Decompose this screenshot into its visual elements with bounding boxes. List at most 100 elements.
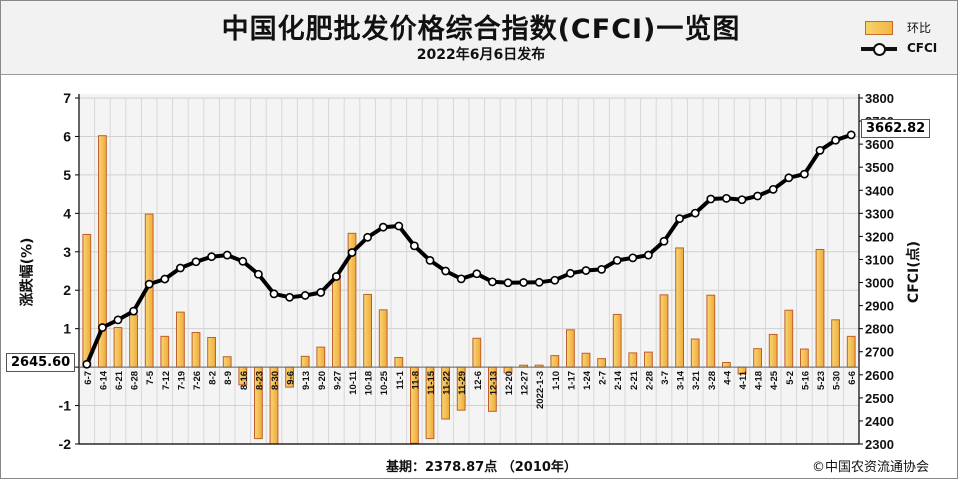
y-left-tick-label: 4 (63, 205, 71, 221)
cfci-point (768, 184, 778, 194)
y-left-tick-label: 3 (63, 244, 71, 260)
y-right-tick-label: 3400 (865, 183, 894, 198)
x-tick-label: 11-29 (457, 371, 468, 395)
cfci-point (98, 323, 107, 332)
x-tick-label: 9-13 (301, 371, 312, 390)
bar-mom-change (659, 294, 669, 368)
bar-mom-change (784, 309, 794, 368)
x-tick-label: 8-2 (208, 371, 219, 385)
bar-mom-change (207, 337, 216, 368)
x-tick-label: 6-6 (847, 371, 858, 385)
cfci-point (800, 169, 809, 179)
y-left-tick-label: 2 (63, 282, 71, 298)
bar-mom-change (129, 314, 138, 368)
cfci-point (659, 236, 669, 246)
cfci-point (472, 269, 482, 279)
cfci-point (175, 263, 185, 273)
x-tick-label: 9-27 (332, 371, 343, 390)
cfci-point (722, 193, 731, 203)
y-right-tick-label: 3000 (865, 276, 894, 291)
cfci-point (222, 250, 232, 260)
cfci-point (456, 274, 466, 284)
x-tick-label: 11-8 (410, 371, 421, 390)
x-tick-label: 9-6 (286, 371, 297, 385)
cfci-point (331, 272, 341, 281)
bar-mom-change (706, 294, 716, 368)
bar-mom-change (550, 355, 560, 368)
cfci-point (82, 359, 92, 369)
x-tick-label: 2-28 (644, 371, 655, 390)
x-tick-label: 8-23 (254, 371, 265, 390)
x-tick-label: 2-7 (598, 371, 609, 385)
cfci-point (425, 255, 435, 265)
x-tick-label: 5-23 (816, 371, 827, 390)
y-right-tick-label: 3200 (865, 229, 894, 244)
x-tick-label: 3-14 (676, 370, 687, 390)
y-left-tick-label: 1 (63, 321, 71, 337)
first-value-callout: 2645.60 (6, 353, 76, 372)
cfci-point (144, 279, 154, 289)
last-value-callout: 3662.82 (861, 119, 931, 138)
x-tick-label: 1-24 (582, 370, 593, 390)
y-axis-right-label: CFCI(点) (906, 240, 923, 304)
chart-header: 中国化肥批发价格综合指数(CFCI)一览图 2022年6月6日发布 环比 CFC… (1, 1, 957, 75)
x-tick-label: 6-21 (114, 370, 125, 390)
bar-mom-change (300, 355, 310, 368)
bar-mom-change (332, 274, 341, 368)
cfci-point (409, 241, 419, 251)
cfci-point (487, 277, 497, 287)
cfci-point (628, 253, 638, 263)
bar-mom-change (800, 348, 809, 368)
x-tick-label: 7-26 (192, 371, 203, 390)
bar-mom-change (191, 332, 201, 368)
x-tick-label: 11-22 (442, 371, 453, 395)
legend-marker-swatch (873, 43, 886, 56)
x-tick-label: 6-7 (83, 371, 94, 385)
x-tick-label: 4-25 (769, 370, 780, 390)
x-tick-label: 1-17 (566, 371, 577, 390)
cfci-point (441, 266, 450, 276)
bar-mom-change (378, 309, 388, 368)
cfci-point (378, 222, 388, 232)
x-tick-label: 8-30 (270, 371, 281, 390)
x-tick-label: 5-2 (785, 371, 796, 385)
x-tick-label: 12-13 (488, 371, 499, 395)
cfci-point (753, 191, 762, 201)
y-right-tick-label: 3300 (865, 206, 894, 221)
cfci-point (566, 268, 575, 278)
bar-mom-change (768, 333, 778, 368)
bar-mom-change (597, 358, 607, 368)
cfci-point (285, 292, 294, 302)
cfci-point (784, 173, 794, 183)
y-left-tick-label: -1 (59, 398, 72, 414)
x-tick-label: 4-4 (722, 370, 733, 384)
x-tick-label: 9-20 (317, 371, 328, 390)
bar-mom-change (846, 335, 856, 368)
bar-mom-change (176, 311, 185, 368)
y-right-tick-label: 2500 (865, 391, 894, 406)
x-tick-label: 3-7 (660, 371, 671, 385)
bar-mom-change (690, 338, 700, 368)
y-right-tick-label: 2400 (865, 414, 894, 429)
cfci-point (846, 130, 856, 140)
x-tick-label: 11-1 (395, 370, 406, 389)
x-tick-label: 6-28 (130, 371, 141, 390)
bar-mom-change (644, 351, 653, 368)
cfci-point (238, 256, 248, 266)
cfci-point (597, 264, 606, 274)
cfci-point (129, 306, 138, 316)
cfci-point (550, 275, 560, 285)
x-tick-label: 11-15 (426, 370, 437, 394)
y-right-tick-label: 2600 (865, 368, 894, 383)
bar-mom-change (222, 356, 232, 368)
x-tick-label: 2-14 (613, 370, 624, 390)
bar-mom-change (566, 329, 575, 368)
cfci-point (503, 278, 513, 288)
y-right-tick-label: 2700 (865, 345, 894, 360)
bar-mom-change (581, 352, 591, 368)
cfci-point (347, 248, 357, 257)
x-tick-label: 8-16 (239, 371, 250, 390)
cfci-point (113, 315, 123, 325)
cfci-point (815, 145, 825, 155)
cfci-point (706, 194, 716, 204)
